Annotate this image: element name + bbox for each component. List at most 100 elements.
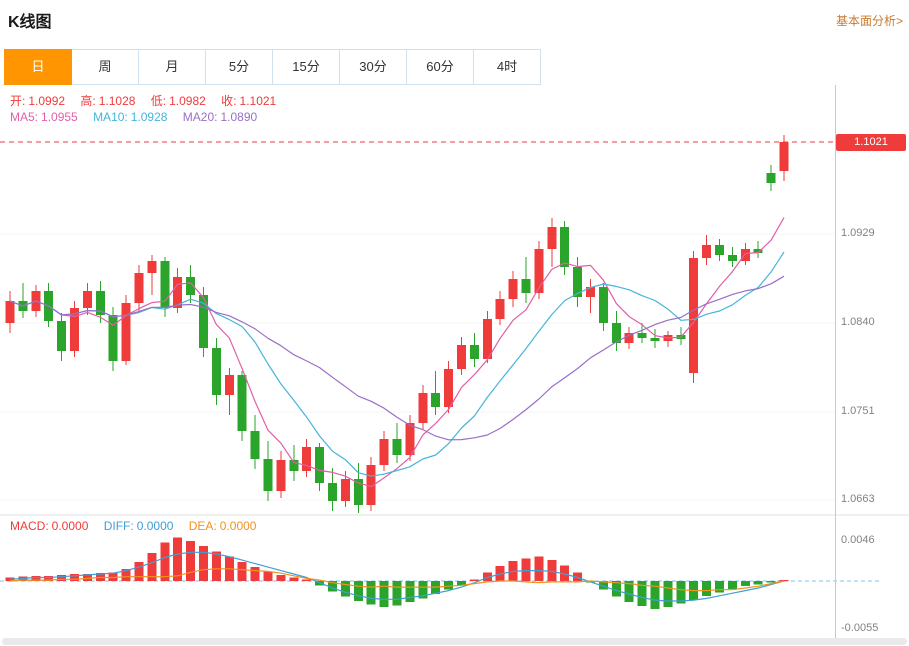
kline-chart-canvas[interactable]	[0, 85, 909, 638]
candle	[611, 323, 621, 343]
candle	[689, 258, 699, 373]
candle	[766, 173, 776, 183]
macd-bar	[379, 581, 389, 608]
candle	[715, 245, 724, 255]
macd-bar	[702, 581, 712, 596]
macd-bar	[482, 572, 492, 581]
macd-bar	[237, 561, 247, 581]
ohlc-close: 收: 1.1021	[221, 94, 277, 108]
candle	[779, 142, 789, 171]
tab-day[interactable]: 日	[4, 49, 72, 85]
macd-legend: MACD: 0.0000 DIFF: 0.0000 DEA: 0.0000	[10, 519, 268, 533]
macd-bar	[121, 568, 131, 581]
macd-bar	[766, 581, 776, 583]
dea-value: DEA: 0.0000	[188, 519, 257, 533]
tab-4hour[interactable]: 4时	[473, 49, 541, 85]
gridlines	[0, 233, 835, 501]
macd-bar	[31, 575, 41, 581]
macd-bar	[199, 546, 208, 581]
tab-15min[interactable]: 15分	[272, 49, 340, 85]
macd-bar	[328, 581, 337, 592]
candle	[598, 287, 608, 323]
price-tick-label: 1.0751	[841, 405, 875, 417]
candle	[379, 439, 389, 465]
candle	[237, 375, 247, 431]
price-tick-label: 1.0663	[841, 493, 875, 505]
candle	[418, 393, 428, 423]
macd-bar	[547, 560, 557, 581]
page-title: K线图	[8, 14, 52, 31]
macd-bar	[663, 581, 673, 608]
candle	[521, 279, 531, 293]
candles-group	[5, 135, 789, 513]
macd-bar	[418, 581, 428, 599]
diff-line	[9, 551, 785, 602]
macd-bar	[70, 574, 79, 581]
macd-bar	[186, 541, 196, 581]
candle	[560, 227, 570, 267]
candle	[340, 479, 350, 501]
ma5-value: MA5: 1.0955	[10, 110, 78, 124]
tab-60min[interactable]: 60分	[406, 49, 474, 85]
horizontal-scrollbar[interactable]	[2, 638, 907, 645]
macd-bar	[340, 581, 350, 597]
candle	[392, 439, 402, 455]
tab-week[interactable]: 周	[71, 49, 139, 85]
macd-bar	[57, 574, 67, 581]
macd-bar	[353, 581, 363, 601]
ma20-line	[9, 275, 785, 441]
price-tick-label: 1.0929	[841, 227, 875, 239]
macd-bar	[598, 581, 608, 590]
macd-bar	[263, 571, 273, 581]
macd-bar	[740, 581, 750, 587]
candle	[534, 249, 544, 293]
macd-bar	[779, 580, 789, 582]
candle	[289, 460, 299, 471]
candle	[186, 277, 196, 295]
tab-month[interactable]: 月	[138, 49, 206, 85]
candle	[70, 308, 79, 351]
candle	[121, 303, 131, 361]
ohlc-low: 低: 1.0982	[150, 94, 206, 108]
tab-30min[interactable]: 30分	[339, 49, 407, 85]
macd-bar	[147, 553, 157, 581]
macd-bar	[173, 537, 183, 581]
ma10-line	[9, 251, 785, 477]
macd-bar	[560, 565, 570, 581]
macd-bar	[366, 581, 376, 605]
macd-tick-label: -0.0055	[841, 622, 879, 634]
candle	[573, 267, 583, 297]
macd-bar	[108, 572, 118, 581]
macd-bar	[44, 575, 54, 581]
tab-5min[interactable]: 5分	[205, 49, 273, 85]
ohlc-high: 高: 1.1028	[80, 94, 136, 108]
fundamental-analysis-link[interactable]: 基本面分析>	[835, 14, 903, 28]
candle	[160, 261, 170, 308]
candle	[740, 249, 750, 261]
macd-bar	[250, 567, 260, 581]
candle	[211, 348, 221, 395]
candle	[753, 249, 763, 253]
candle	[147, 261, 157, 273]
macd-bar	[715, 581, 724, 593]
candle	[173, 277, 183, 308]
macd-bar	[521, 558, 531, 581]
candle	[108, 315, 118, 361]
candle	[353, 479, 363, 505]
candle	[469, 345, 479, 359]
macd-bar	[211, 551, 221, 581]
candle	[495, 299, 505, 319]
candle	[366, 465, 376, 505]
candle	[650, 338, 660, 341]
candle	[586, 287, 595, 297]
ma5-line	[9, 217, 785, 488]
candle	[405, 423, 415, 455]
candle	[444, 369, 454, 407]
candle	[134, 273, 144, 303]
macd-bar	[134, 561, 144, 581]
macd-bar	[82, 574, 92, 581]
candle	[431, 393, 441, 407]
candle	[302, 447, 312, 471]
macd-value: MACD: 0.0000	[10, 519, 89, 533]
macd-bar	[611, 581, 621, 597]
